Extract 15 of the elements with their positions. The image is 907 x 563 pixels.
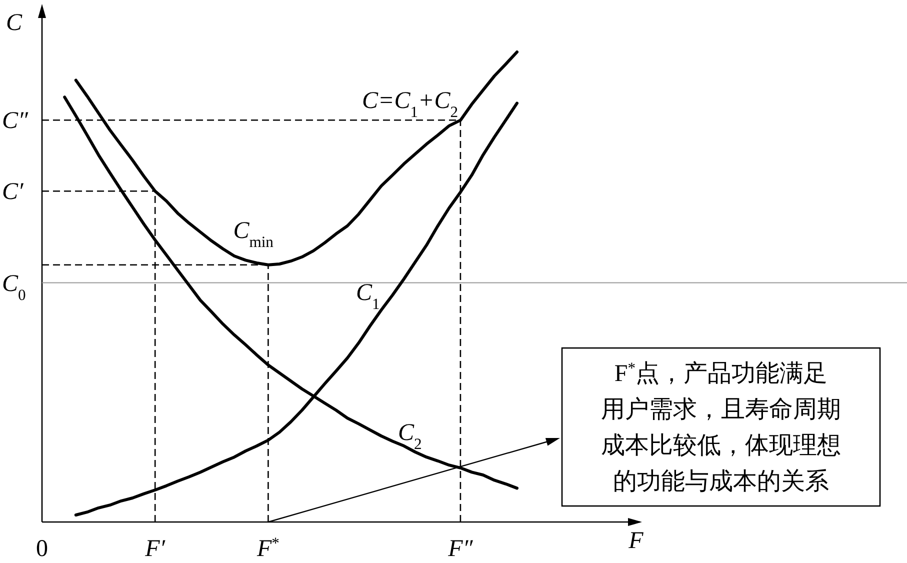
series-label: C=C$_{1}$+C$_{2}$ bbox=[362, 88, 458, 120]
ref-line-label: C$_{0}$ bbox=[2, 270, 26, 304]
y-axis-title: C bbox=[6, 10, 23, 36]
ref-line-label: C′ bbox=[2, 179, 24, 206]
series-label: C$_{1}$ bbox=[356, 280, 380, 312]
ref-line-label: C″ bbox=[2, 108, 30, 134]
x-tick-label: 0 bbox=[36, 536, 48, 562]
x-tick-label: F$^{*}$ bbox=[256, 534, 280, 562]
text: F bbox=[628, 528, 644, 554]
x-axis-title: F bbox=[614, 361, 628, 387]
x-tick-label: F″ bbox=[447, 536, 474, 562]
note-box: F$^{*}$点，产品功能满足用户需求，且寿命周期成本比较低，体现理想的功能与成本的关系 bbox=[561, 347, 881, 507]
x-tick-label: F′ bbox=[144, 536, 166, 562]
series-label: C$_{2}$ bbox=[398, 420, 422, 452]
annotation: C$_{min}$ bbox=[233, 218, 274, 250]
